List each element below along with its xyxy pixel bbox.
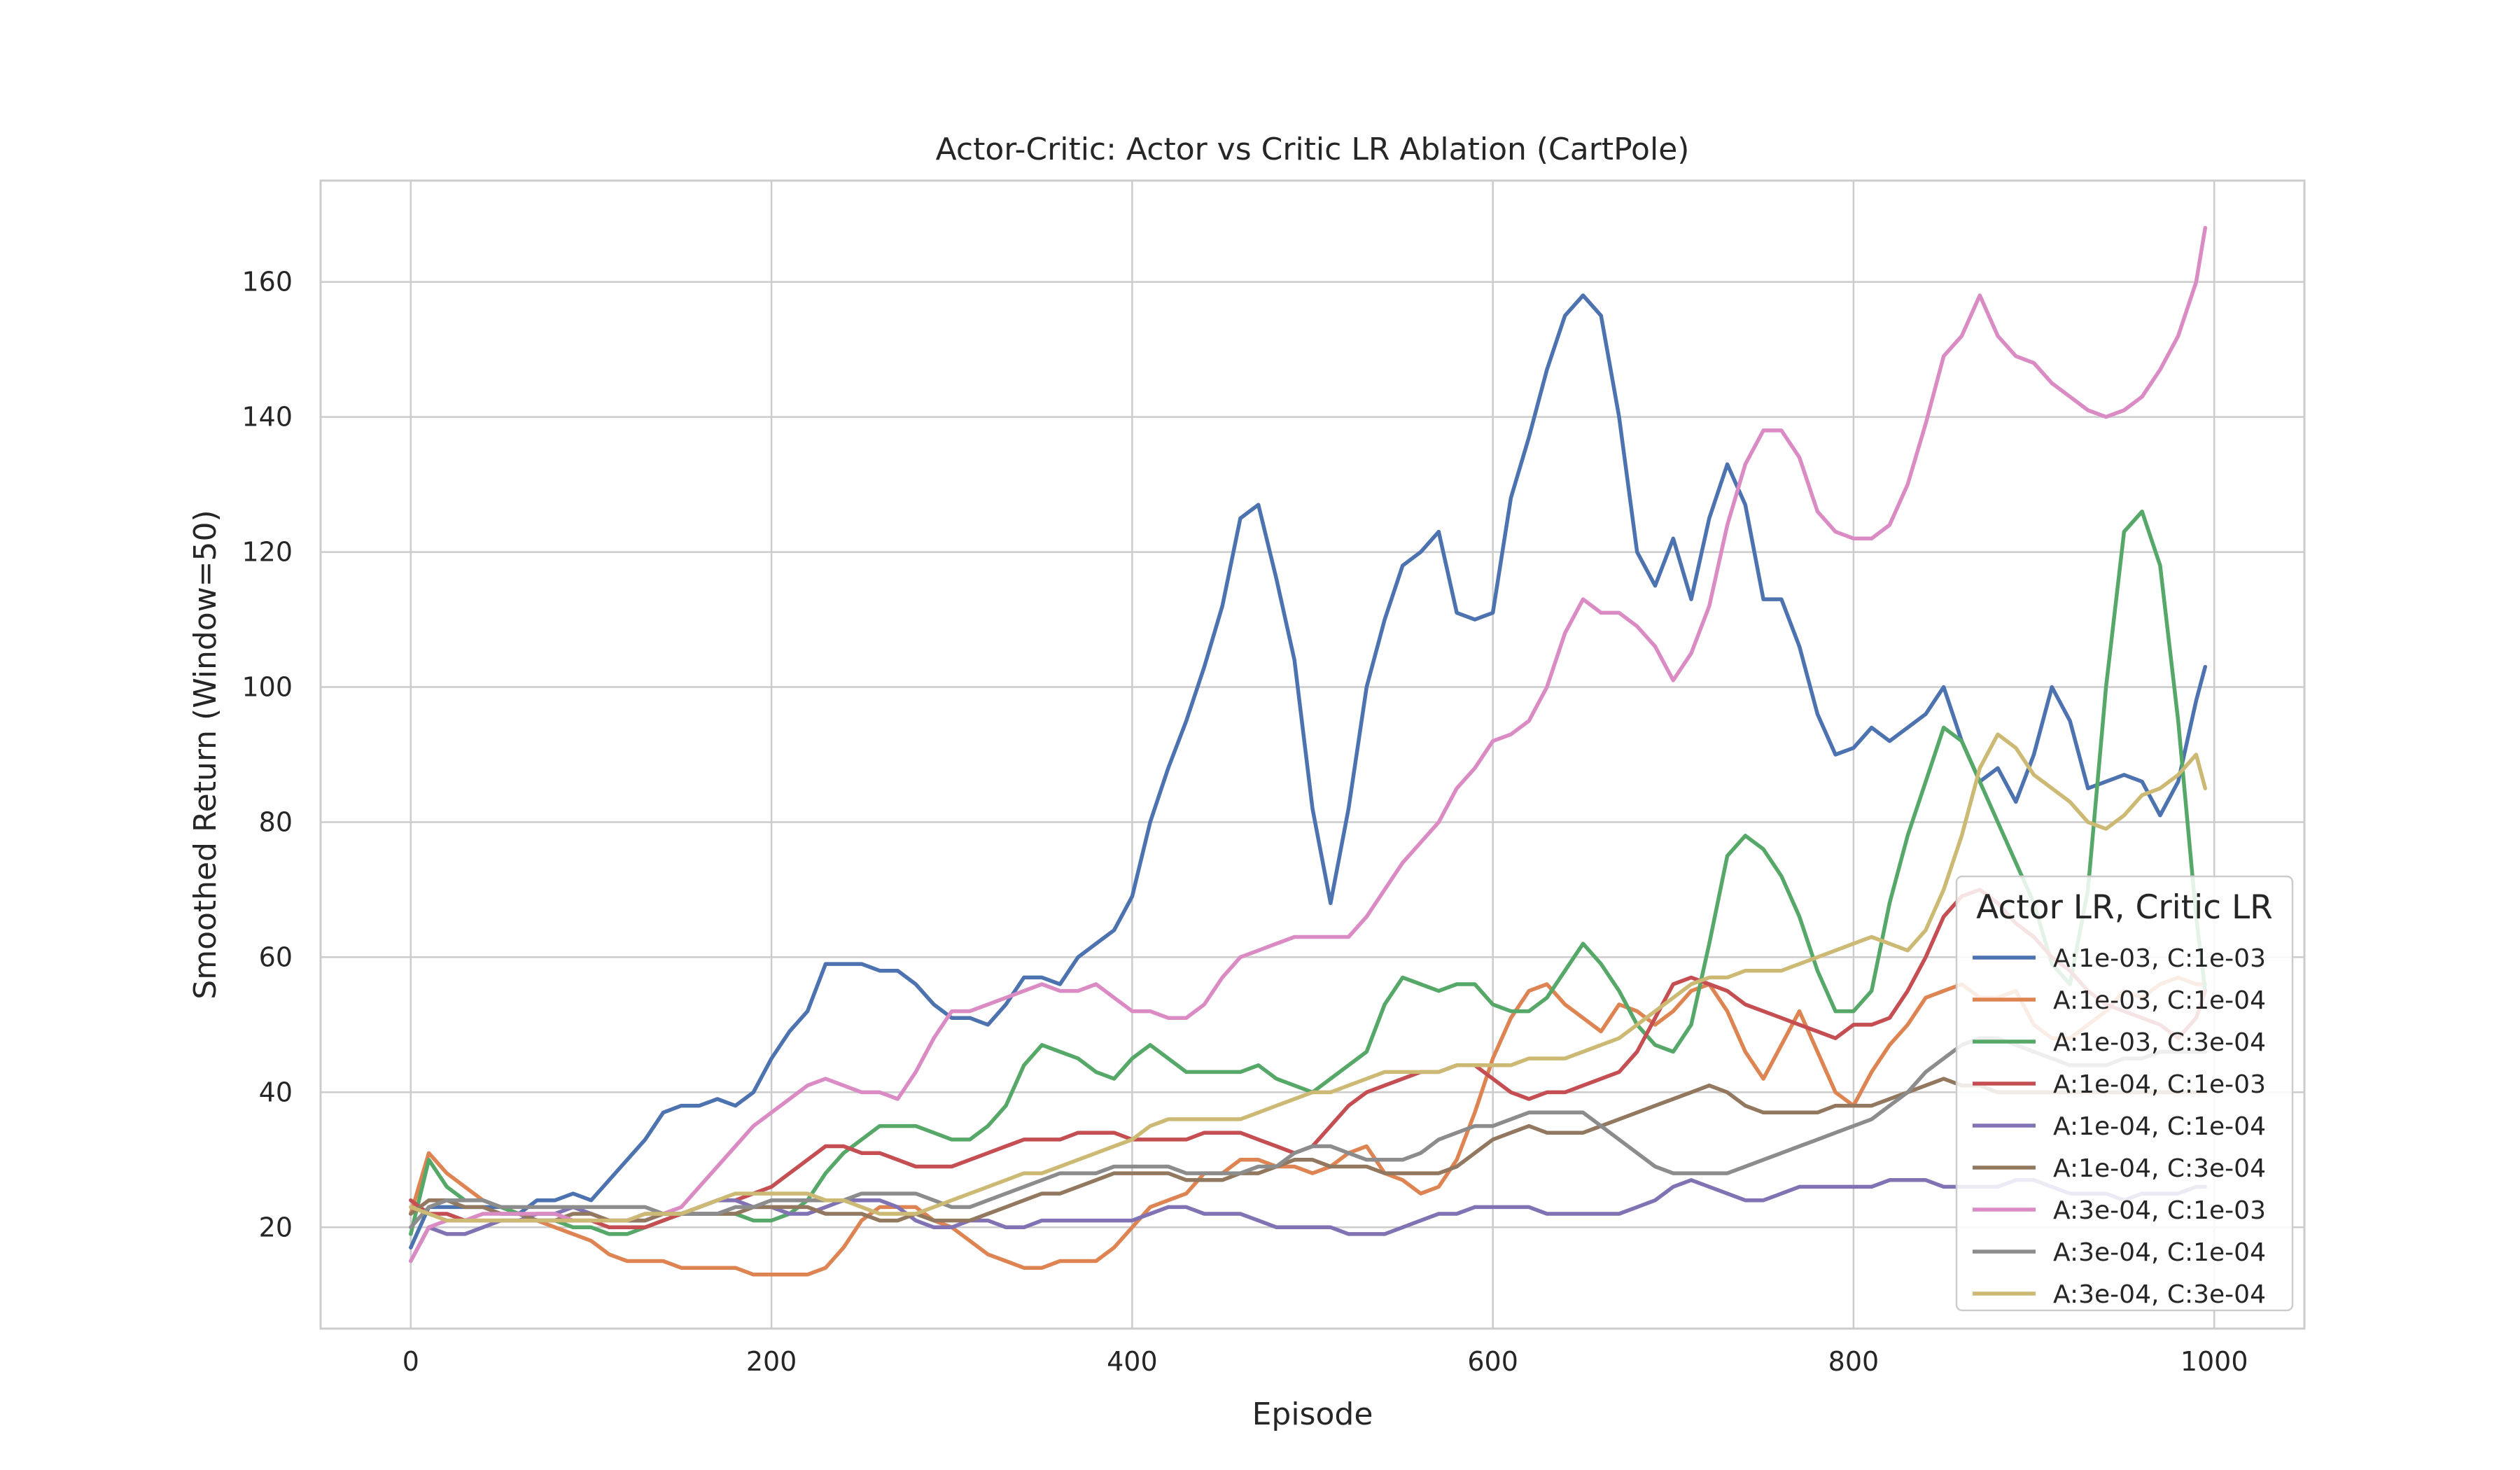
legend-entry: A:3e-04, C:1e-03 [2053,1196,2266,1225]
x-tick-label: 0 [402,1346,419,1377]
legend-entry: A:1e-04, C:1e-03 [2053,1070,2266,1099]
y-tick-label: 140 [241,402,293,433]
x-tick-label: 200 [746,1346,797,1377]
legend-entry: A:1e-04, C:3e-04 [2053,1154,2266,1183]
legend-box [1955,875,2294,1312]
legend-entry: A:1e-03, C:1e-03 [2053,944,2266,973]
x-tick-label: 800 [1828,1346,1879,1377]
series-line-8 [409,1036,2208,1230]
x-tick-label: 400 [1107,1346,1158,1377]
tick-labels: 0 200 400 600 800 1000 20 40 60 80 100 120 140 160 [241,267,2248,1377]
x-axis-label: Episode [1252,1396,1373,1432]
legend-entry: A:1e-03, C:1e-04 [2053,986,2266,1015]
legend-entry: A:3e-04, C:3e-04 [2053,1280,2266,1309]
y-tick-label: 160 [241,267,293,298]
legend-items: A:1e-03, C:1e-03 A:1e-03, C:1e-04 A:1e-03,… [1973,944,2266,1309]
series-line-1 [409,293,2208,1250]
legend-entry: A:1e-03, C:3e-04 [2053,1028,2266,1057]
y-axis-label: Smoothed Return (Window=50) [188,510,223,999]
gridlines [321,181,2304,1329]
legend-entry: A:3e-04, C:1e-04 [2053,1238,2266,1267]
x-tick-label: 600 [1467,1346,1518,1377]
series-layer [409,225,2208,1277]
y-tick-label: 60 [259,941,293,972]
chart-title: Actor-Critic: Actor vs Critic LR Ablatio… [936,132,1690,167]
y-tick-label: 120 [241,537,293,568]
y-tick-label: 100 [241,672,293,703]
x-tick-label: 1000 [2180,1346,2248,1377]
legend-title: Actor LR, Critic LR [1976,888,2273,927]
legend-entry: A:1e-04, C:1e-04 [2053,1112,2266,1141]
series-line-9 [409,732,2208,1223]
legend: Actor LR, Critic LR A:1e-03, C:1e-03A:1e… [1955,875,2294,1312]
y-tick-label: 20 [259,1212,293,1242]
y-tick-label: 40 [259,1077,293,1107]
y-tick-label: 80 [259,806,293,837]
plot-frame [319,179,2306,1330]
series-line-7 [409,225,2208,1264]
series-line-2 [409,975,2208,1277]
